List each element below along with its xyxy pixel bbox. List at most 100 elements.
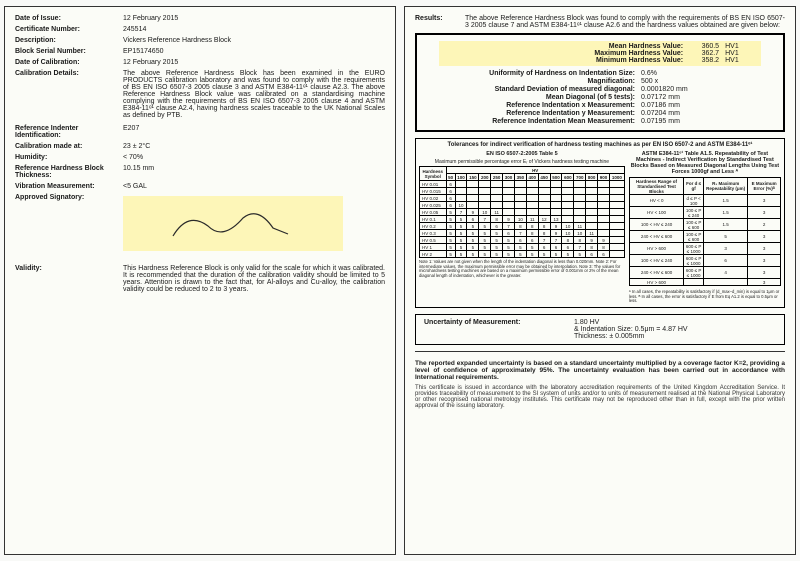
uncertainty-v1: 1.80 HV <box>574 319 688 326</box>
field-value: 12 February 2015 <box>123 15 385 22</box>
field-value: < 70% <box>123 154 385 161</box>
field-label: Vibration Measurement: <box>15 183 123 190</box>
field-label: Humidity: <box>15 154 123 161</box>
field-label: Block Serial Number: <box>15 48 123 55</box>
table-row: HV < 100100 ≤ P ≤ 2401.53 <box>629 207 780 219</box>
table-row: 100 < HV ≤ 240100 ≤ P ≤ 6001.52 <box>629 219 780 231</box>
table-row: HV 0.35555567889101011 <box>420 230 625 237</box>
result-key: Mean Diagonal (of 5 tests): <box>421 94 641 101</box>
hardness-value: 360.5 <box>683 43 725 50</box>
result-key: Reference Indentation Mean Measurement: <box>421 118 641 125</box>
result-value: 0.6% <box>641 70 721 77</box>
iso-table-title: EN ISO 6507-2:2005 Table 5 <box>419 151 625 157</box>
signature-icon <box>163 206 303 246</box>
table-row: HV 155555555666788 <box>420 244 625 251</box>
field-value: <5 GAL <box>123 183 385 190</box>
table-row: 100 < HV ≤ 240600 ≤ P ≤ 100063 <box>629 255 780 267</box>
field-row: Description:Vickers Reference Hardness B… <box>15 37 385 44</box>
uncertainty-box: Uncertainty of Measurement: 1.80 HV & In… <box>415 314 785 345</box>
hardness-row: Maximum Hardness Value:362.7HV1 <box>445 50 755 57</box>
result-key: Reference Indentation x Measurement: <box>421 102 641 109</box>
hardness-unit: HV1 <box>725 57 755 64</box>
calibration-label: Calibration Details: <box>15 70 123 119</box>
table-row: 240 < HV ≤ 600100 ≤ P ≤ 60053 <box>629 231 780 243</box>
iso-notes: Note 1: Values are not given when the le… <box>419 260 625 278</box>
result-value: 0.07172 mm <box>641 94 721 101</box>
expanded-uncertainty-text: The reported expanded uncertainty is bas… <box>415 360 785 381</box>
result-line: Reference Indentation x Measurement:0.07… <box>421 102 779 109</box>
calibration-text: The above Reference Hardness Block has b… <box>123 70 385 119</box>
table-row: 240 < HV ≤ 600600 ≤ P ≤ 100043 <box>629 267 780 279</box>
table-row: HV 255555555555566 <box>420 251 625 258</box>
field-label: Calibration made at: <box>15 143 123 150</box>
hardness-highlight: Mean Hardness Value:360.5HV1Maximum Hard… <box>439 41 761 66</box>
field-value: EP15174650 <box>123 48 385 55</box>
result-key: Magnification: <box>421 78 641 85</box>
field-row: Humidity:< 70% <box>15 154 385 161</box>
iso-table: HardnessSymbolHV501001502002503003504004… <box>419 166 625 258</box>
field-value: 245514 <box>123 26 385 33</box>
hardness-unit: HV1 <box>725 50 755 57</box>
table-row: HV < 0d ≤ P < 1001.53 <box>629 195 780 207</box>
validity-label: Validity: <box>15 265 123 293</box>
results-box: Mean Hardness Value:360.5HV1Maximum Hard… <box>415 33 785 132</box>
table-row: HV 0.016 <box>420 181 625 188</box>
table-row: HV 0.155678910111213 <box>420 216 625 223</box>
field-label: Certificate Number: <box>15 26 123 33</box>
field-label: Date of Issue: <box>15 15 123 22</box>
hardness-label: Maximum Hardness Value: <box>483 50 683 57</box>
left-page: Date of Issue:12 February 2015Certificat… <box>4 6 396 555</box>
result-value: 0.07195 mm <box>641 118 721 125</box>
results-row: Results: The above Reference Hardness Bl… <box>415 15 785 29</box>
field-label: Reference Indenter Identification: <box>15 125 123 139</box>
signatory-row: Approved Signatory: <box>15 194 385 251</box>
table-row: HV 0.026 <box>420 195 625 202</box>
hardness-value: 362.7 <box>683 50 725 57</box>
hardness-row: Mean Hardness Value:360.5HV1 <box>445 43 755 50</box>
hardness-label: Mean Hardness Value: <box>483 43 683 50</box>
validity-text: This Hardness Reference Block is only va… <box>123 265 385 293</box>
astm-notes: ᴬ In all cases, the repeatability is sat… <box>629 290 781 304</box>
result-value: 0.07186 mm <box>641 102 721 109</box>
field-row: Date of Issue:12 February 2015 <box>15 15 385 22</box>
table-row: HV 0.055791011 <box>420 209 625 216</box>
hardness-unit: HV1 <box>725 43 755 50</box>
field-label: Reference Hardness Block Thickness: <box>15 165 123 179</box>
field-value: E207 <box>123 125 385 139</box>
field-row: Vibration Measurement:<5 GAL <box>15 183 385 190</box>
table-row: HV 0.255556788891011 <box>420 223 625 230</box>
uncertainty-v3: Thickness: ± 0.005mm <box>574 333 688 340</box>
results-intro: The above Reference Hardness Block was f… <box>465 15 785 29</box>
field-row: Date of Calibration:12 February 2015 <box>15 59 385 66</box>
divider <box>415 351 785 352</box>
result-value: 0.07204 mm <box>641 110 721 117</box>
validity-row: Validity: This Hardness Reference Block … <box>15 265 385 293</box>
field-row: Block Serial Number:EP15174650 <box>15 48 385 55</box>
result-line: Reference Indentation Mean Measurement:0… <box>421 118 779 125</box>
field-row: Reference Indenter Identification:E207 <box>15 125 385 139</box>
astm-table-title: ASTM E384-11ᵉ¹ Table A1.5. Repeatability… <box>629 151 781 175</box>
field-value: 10.15 mm <box>123 165 385 179</box>
result-key: Reference Indentation y Measurement: <box>421 110 641 117</box>
result-line: Reference Indentation y Measurement:0.07… <box>421 110 779 117</box>
field-value: Vickers Reference Hardness Block <box>123 37 385 44</box>
result-line: Standard Deviation of measured diagonal:… <box>421 86 779 93</box>
result-value: 500 x <box>641 78 721 85</box>
field-row: Calibration made at:23 ± 2°C <box>15 143 385 150</box>
field-row: Reference Hardness Block Thickness:10.15… <box>15 165 385 179</box>
calibration-details-row: Calibration Details: The above Reference… <box>15 70 385 119</box>
right-page: Results: The above Reference Hardness Bl… <box>404 6 796 555</box>
field-label: Description: <box>15 37 123 44</box>
result-line: Magnification:500 x <box>421 78 779 85</box>
signatory-label: Approved Signatory: <box>15 194 123 251</box>
field-label: Date of Calibration: <box>15 59 123 66</box>
results-label: Results: <box>415 15 465 29</box>
result-key: Standard Deviation of measured diagonal: <box>421 86 641 93</box>
table-row: HV 0.025610 <box>420 202 625 209</box>
table-row: HV > 6003 <box>629 279 780 286</box>
result-line: Uniformity of Hardness on Indentation Si… <box>421 70 779 77</box>
table-row: HV 0.0156 <box>420 188 625 195</box>
field-value: 12 February 2015 <box>123 59 385 66</box>
astm-table: Hardness Range of Standardised Test Bloc… <box>629 177 781 286</box>
tolerance-box: Tolerances for indirect verification of … <box>415 138 785 308</box>
